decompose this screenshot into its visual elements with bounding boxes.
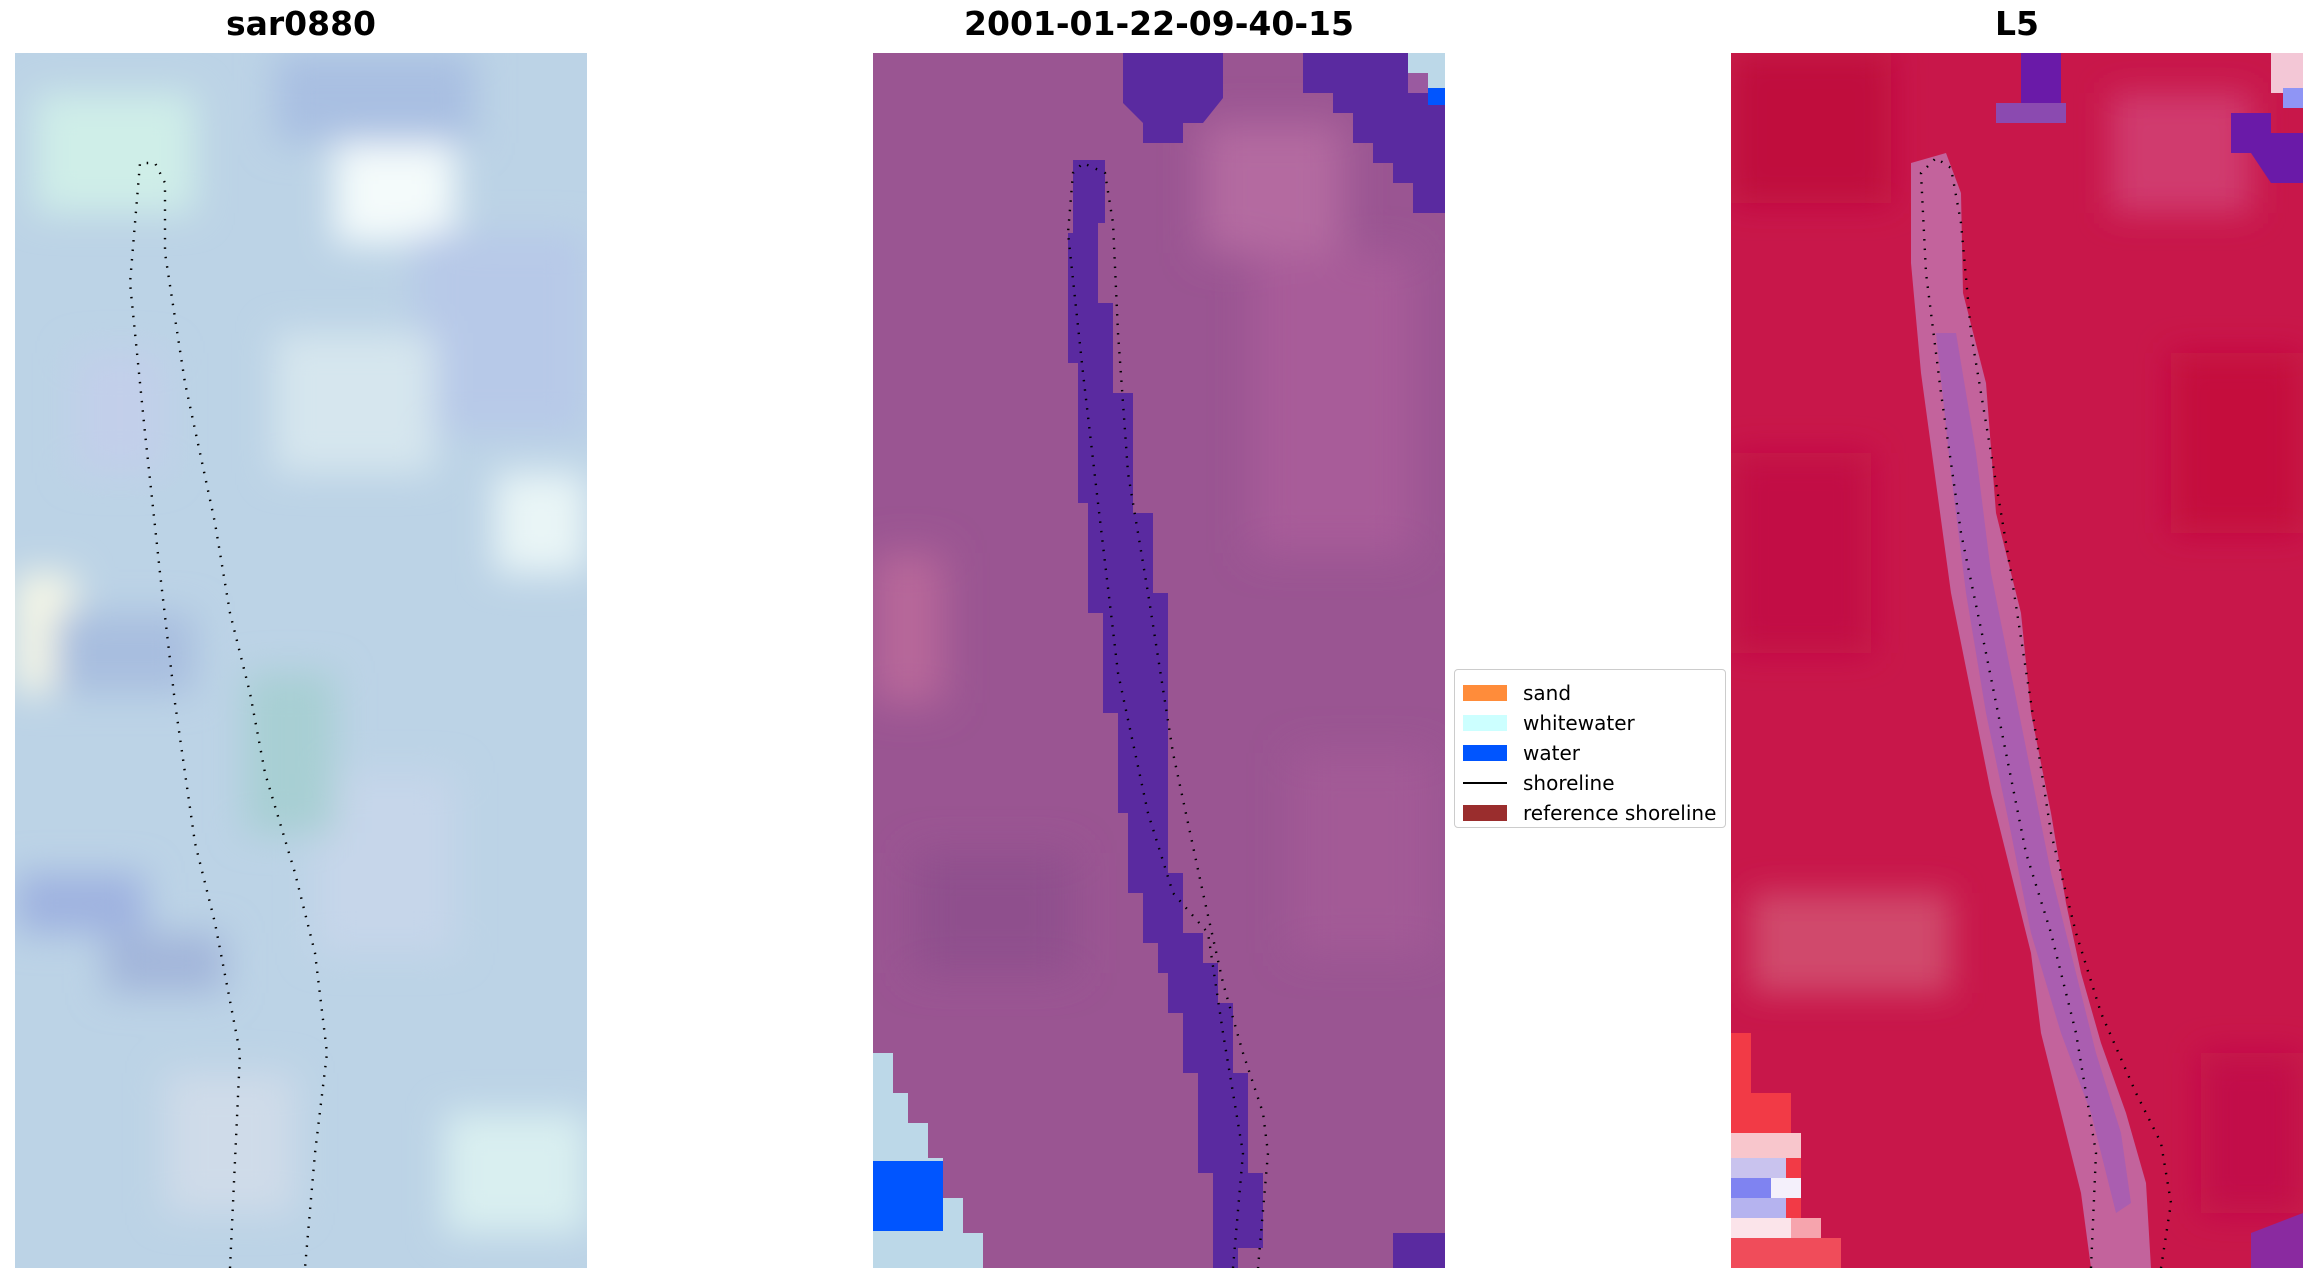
index-image [1731,53,2303,1268]
legend: sand whitewater water shoreline referenc… [1454,669,1726,828]
legend-swatch-water [1463,745,1507,761]
legend-swatch-reference-shoreline [1463,805,1507,821]
legend-item-water: water [1463,738,1725,768]
legend-item-reference-shoreline: reference shoreline [1463,798,1725,828]
legend-label: shoreline [1523,771,1615,795]
legend-label: sand [1523,681,1572,705]
classified-image [873,53,1445,1268]
rgb-image [15,53,587,1268]
legend-label: water [1523,741,1580,765]
legend-item-whitewater: whitewater [1463,708,1725,738]
legend-swatch-sand [1463,685,1507,701]
panel-title-right: L5 [1995,4,2039,43]
rgb-image-panel [15,53,587,1268]
legend-item-sand: sand [1463,678,1725,708]
panel-title-middle: 2001-01-22-09-40-15 [964,4,1354,43]
legend-swatch-whitewater [1463,715,1507,731]
legend-label: reference shoreline [1523,801,1717,825]
index-image-panel [1731,53,2303,1268]
classified-image-panel [873,53,1445,1268]
legend-label: whitewater [1523,711,1635,735]
panel-title-left: sar0880 [225,4,377,43]
legend-item-shoreline: shoreline [1463,768,1725,798]
legend-swatch-shoreline [1463,782,1507,784]
